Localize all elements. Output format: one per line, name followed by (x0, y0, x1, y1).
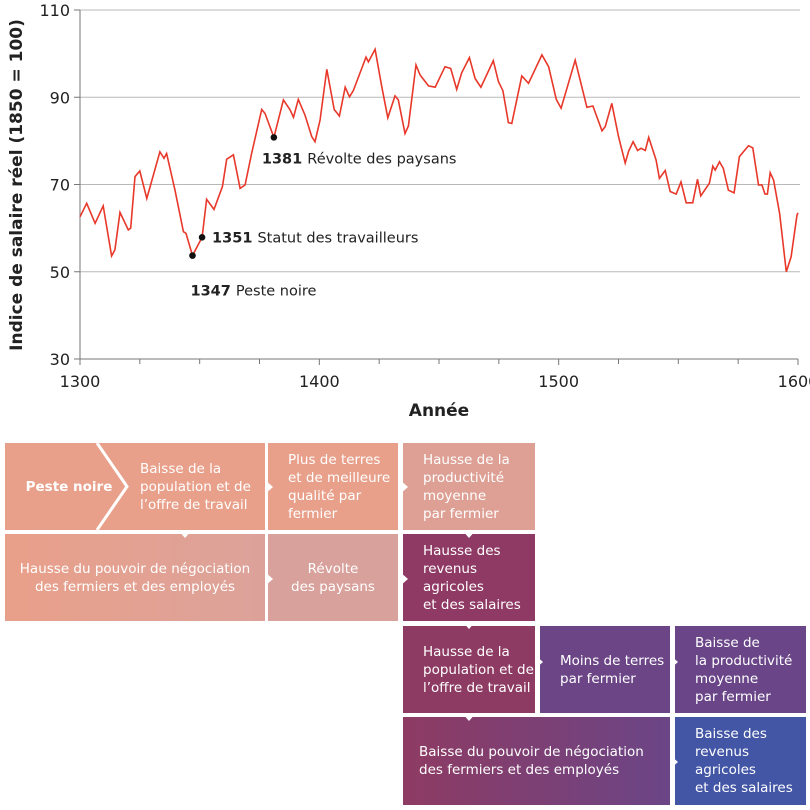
box-text: Peste noire (25, 478, 113, 495)
box-text: Plus de terres et de meilleure qualité p… (288, 451, 391, 522)
annotation-point (198, 233, 206, 241)
box-hausse-revenus: Hausse des revenus agricoles et des sala… (403, 534, 535, 621)
y-tick-label: 30 (50, 350, 70, 369)
box-text: Baisse du pouvoir de négociation des fer… (419, 744, 644, 778)
annotation-text: Peste noire (236, 284, 317, 300)
annotation-year: 1381 (262, 151, 307, 167)
box-text: Hausse de la population et de l’offre de… (423, 643, 534, 696)
wage-series-line (79, 46, 799, 273)
y-tick-label: 70 (50, 176, 70, 195)
y-tick-label: 90 (50, 88, 70, 107)
chevron-arrow-icon (95, 443, 129, 530)
annotation-label: 1351 Statut des travailleurs (212, 230, 418, 246)
box-text: Hausse de la productivité moyenne par fe… (423, 451, 510, 522)
arrow-right-icon (535, 655, 543, 669)
y-tick-label: 50 (50, 263, 70, 282)
box-text: Hausse du pouvoir de négociation des fer… (19, 560, 251, 595)
box-baisse-pop: Baisse de la population et de l’offre de… (128, 443, 265, 530)
annotation-year: 1351 (212, 230, 257, 246)
y-axis-label: Indice de salaire réel (1850 = 100) (7, 19, 27, 351)
box-plus-terres: Plus de terres et de meilleure qualité p… (268, 443, 398, 530)
box-baisse-prod: Baisse de la productivité moyenne par fe… (675, 626, 806, 713)
arrow-right-icon (670, 755, 678, 769)
arrow-right-icon (400, 572, 408, 586)
box-text: Baisse de la population et de l’offre de… (140, 460, 251, 513)
x-tick-label: 1600 (778, 372, 810, 391)
arrow-right-icon (670, 655, 678, 669)
box-peste: Peste noire (5, 443, 133, 530)
arrow-right-icon (265, 572, 273, 586)
box-moins-terres: Moins de terres par fermier (540, 626, 670, 713)
x-axis-label: Année (409, 401, 469, 421)
box-text: Baisse de la productivité moyenne par fe… (695, 634, 793, 705)
annotation-text: Statut des travailleurs (257, 230, 418, 246)
box-text: Révolte des paysans (291, 560, 375, 595)
box-hausse-pop: Hausse de la population et de l’offre de… (403, 626, 535, 713)
box-hausse-prod: Hausse de la productivité moyenne par fe… (403, 443, 535, 530)
x-tick-label: 1300 (60, 372, 101, 391)
box-text: Moins de terres par fermier (560, 652, 665, 687)
box-baisse-pouvoir: Baisse du pouvoir de négociation des fer… (403, 717, 670, 805)
box-revolte: Révolte des paysans (268, 534, 398, 621)
wage-chart: 30 50 70 90 110 1300 1400 1500 1600 1347 Peste n… (7, 1, 810, 421)
arrow-down-icon (462, 621, 476, 629)
box-baisse-revenus: Baisse des revenus agricoles et des sala… (675, 717, 806, 805)
annotation-point (189, 252, 196, 259)
y-tick-label: 110 (39, 1, 70, 20)
x-tick-label: 1500 (538, 372, 579, 391)
arrow-right-icon (400, 480, 408, 494)
x-tick-label: 1400 (299, 372, 340, 391)
annotation-text: Révolte des paysans (307, 151, 456, 167)
arrow-right-icon (265, 480, 273, 494)
box-text: Baisse des revenus agricoles et des sala… (695, 726, 793, 796)
annotation-label: 1347 Peste noire (190, 284, 316, 300)
annotation-year: 1347 (190, 284, 235, 300)
arrow-down-icon (178, 530, 192, 538)
box-text: Hausse des revenus agricoles et des sala… (423, 542, 521, 613)
box-hausse-pouvoir: Hausse du pouvoir de négociation des fer… (5, 534, 265, 621)
arrow-down-icon (462, 713, 476, 721)
arrow-down-icon (462, 530, 476, 538)
annotation-point (270, 134, 278, 141)
annotation-label: 1381 Révolte des paysans (262, 151, 457, 167)
